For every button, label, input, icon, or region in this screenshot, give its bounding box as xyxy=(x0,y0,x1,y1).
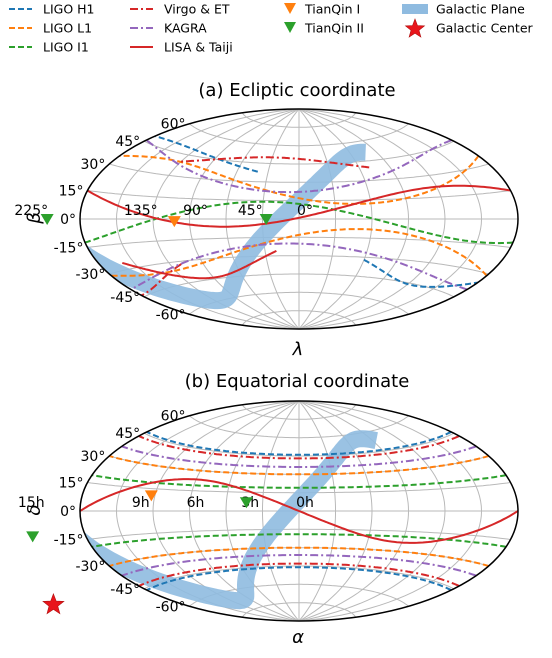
legend-label: Galactic Plane xyxy=(436,2,525,17)
y-tick-label: 45° xyxy=(115,426,140,442)
panel-a-xlabel: λ xyxy=(292,339,304,360)
x-tick-label: 0° xyxy=(297,203,313,219)
x-tick-label: 135° xyxy=(124,203,158,219)
panel-ecliptic: (a) Ecliptic coordinate 225°270°315°0°45… xyxy=(0,80,518,360)
legend-item: LISA & Taiji xyxy=(130,40,233,55)
legend-item: Virgo & ET xyxy=(130,2,230,17)
y-tick-label: 0° xyxy=(60,212,76,228)
y-tick-label: 30° xyxy=(81,449,106,465)
x-tick-label: 90° xyxy=(183,203,208,219)
legend-swatch xyxy=(284,3,296,14)
y-tick-label: 60° xyxy=(161,117,186,133)
legend-label: Virgo & ET xyxy=(164,2,230,17)
legend: LIGO H1 LIGO L1 LIGO I1 Virgo & ET KAGRA LISA… xyxy=(9,2,534,55)
legend-item: LIGO H1 xyxy=(9,2,95,17)
x-tick-label: 45° xyxy=(238,203,263,219)
legend-item: Galactic Plane xyxy=(402,2,525,17)
y-tick-label: -15° xyxy=(54,240,84,256)
y-tick-label: -60° xyxy=(156,307,186,323)
graticule xyxy=(80,109,518,329)
tianqin-ii-marker xyxy=(26,531,39,542)
y-tick-label: -60° xyxy=(156,599,186,615)
legend-item: LIGO I1 xyxy=(9,40,89,55)
legend-label: LIGO I1 xyxy=(43,40,89,55)
legend-swatch xyxy=(402,4,428,14)
y-tick-label: -45° xyxy=(110,582,140,598)
legend-item: TianQin I xyxy=(284,2,360,17)
galactic-center-star xyxy=(43,594,64,614)
legend-label: LIGO H1 xyxy=(43,2,95,17)
legend-item: KAGRA xyxy=(130,21,207,36)
panel-a-ylabel: β xyxy=(24,212,45,225)
map-ecliptic: 225°270°315°0°45°90°135°60°45°30°15°0°-1… xyxy=(0,89,518,329)
panel-b-ylabel: δ xyxy=(24,504,45,515)
legend-label: Galactic Center xyxy=(436,21,534,36)
y-tick-label: 0° xyxy=(60,504,76,520)
y-tick-label: 15° xyxy=(59,476,84,492)
legend-label: KAGRA xyxy=(164,21,207,36)
legend-label: LIGO L1 xyxy=(43,21,92,36)
legend-item: Galactic Center xyxy=(406,19,534,37)
y-tick-label: 45° xyxy=(115,134,140,150)
y-tick-label: 60° xyxy=(161,409,186,425)
legend-label: TianQin I xyxy=(304,2,360,17)
y-tick-label: -30° xyxy=(75,267,105,283)
x-tick-label: 9h xyxy=(132,495,150,511)
x-tick-label: 0h xyxy=(296,495,314,511)
y-tick-label: -30° xyxy=(75,559,105,575)
panel-equatorial: (b) Equatorial coordinate 15h18h21h0h3h6… xyxy=(0,371,518,648)
y-tick-label: -15° xyxy=(54,532,84,548)
legend-label: TianQin II xyxy=(304,21,364,36)
y-tick-label: 30° xyxy=(81,157,106,173)
legend-swatch xyxy=(406,19,425,37)
y-tick-label: 15° xyxy=(59,184,84,200)
panel-b-title: (b) Equatorial coordinate xyxy=(185,371,410,392)
legend-item: LIGO L1 xyxy=(9,21,92,36)
legend-label: LISA & Taiji xyxy=(164,40,233,55)
panel-b-xlabel: α xyxy=(292,627,304,648)
panel-a-title: (a) Ecliptic coordinate xyxy=(198,80,395,101)
y-tick-label: -45° xyxy=(110,290,140,306)
legend-swatch xyxy=(284,22,296,33)
legend-item: TianQin II xyxy=(284,21,364,36)
x-tick-label: 6h xyxy=(187,495,205,511)
map-equatorial: 15h18h21h0h3h6h9h60°45°30°15°0°-15°-30°-… xyxy=(0,389,518,621)
